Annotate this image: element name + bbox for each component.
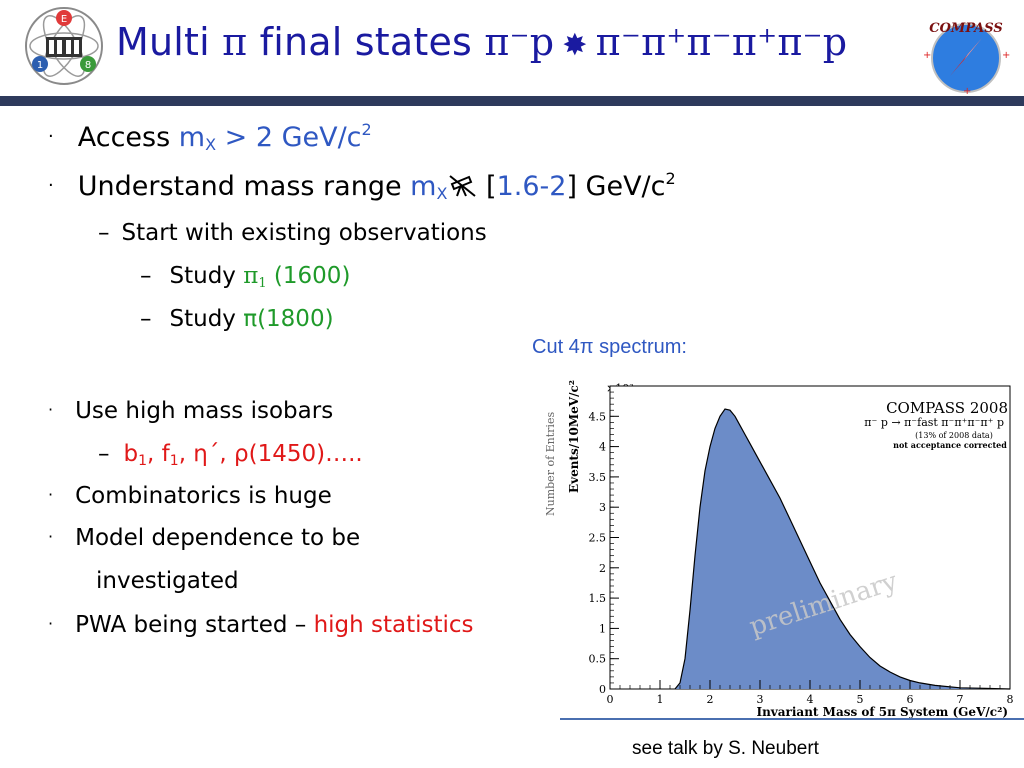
plot-area: 0 1 2 3 4 5 6 7 8 0 0.5 1 1.5 2 2.5 3 3.5 4 4.5 bbox=[589, 385, 1014, 706]
y-tick-label: 0 bbox=[599, 683, 606, 696]
x-tick-label: 2 bbox=[707, 693, 714, 706]
figure-divider bbox=[560, 718, 1024, 720]
bullet-access: · Access mX > 2 GeV/c2 bbox=[48, 120, 372, 154]
bullet-combinatorics: · Combinatorics is huge bbox=[48, 483, 332, 509]
chart-title: COMPASS 2008 bbox=[886, 399, 1008, 417]
chart-reaction: π⁻ p → π⁻fast π⁻π⁺π⁻π⁺ p bbox=[864, 416, 1004, 429]
x-tick-label: 6 bbox=[907, 693, 914, 706]
bullet-model-dependence-continued: investigated bbox=[96, 568, 239, 594]
logo-letter-1: 1 bbox=[37, 60, 43, 71]
y-tick-label: 0.5 bbox=[589, 653, 607, 666]
svg-text:+: + bbox=[1002, 50, 1010, 61]
x-tick-label: 1 bbox=[657, 693, 664, 706]
spectrum-fill bbox=[675, 409, 1010, 689]
x-tick-label: 7 bbox=[957, 693, 964, 706]
y-tick-label: 2.5 bbox=[589, 532, 607, 545]
x-tick-label: 8 bbox=[1007, 693, 1014, 706]
sub-bullet-study-pi1800: – Study π(1800) bbox=[140, 306, 334, 332]
spectrum-outline bbox=[674, 408, 1011, 690]
telescope-icon bbox=[449, 175, 477, 197]
header-divider bbox=[0, 96, 1024, 106]
title-final-state-2: π⁻π⁺π⁻π⁺π⁻p bbox=[595, 20, 848, 64]
bullet-high-mass-isobars: · Use high mass isobars bbox=[48, 398, 334, 424]
sub-bullet-isobar-list: – b1, f1, η´, ρ(1450)….. bbox=[98, 441, 363, 469]
compass-logo: + + + COMPASS bbox=[923, 21, 1010, 96]
x-axis-label: Invariant Mass of 5π System (GeV/c²) bbox=[756, 705, 1008, 719]
y-tick-label: 3.5 bbox=[589, 471, 607, 484]
x-tick-label: 3 bbox=[757, 693, 764, 706]
y-tick-label: 2 bbox=[599, 562, 606, 575]
logo-letter-8: 8 bbox=[85, 60, 91, 71]
mass-spectrum-chart: Number of Entries Events/10MeV/c² ×10³ 0… bbox=[544, 380, 1014, 719]
compass-logo-text: COMPASS bbox=[929, 21, 1002, 36]
sub-bullet-study-pi1: – Study π1 (1600) bbox=[140, 263, 351, 291]
y-tick-label: 1.5 bbox=[589, 592, 607, 605]
talk-reference: see talk by S. Neubert bbox=[632, 738, 819, 759]
y-tick-label: 1 bbox=[599, 622, 606, 635]
bullet-pwa: · PWA being started – high statistics bbox=[48, 612, 474, 638]
tum-logo: E 1 8 bbox=[25, 7, 103, 85]
y-axis-label: Events/10MeV/c² bbox=[567, 380, 581, 493]
y-axis-outer-label: Number of Entries bbox=[544, 412, 557, 516]
x-tick-label: 5 bbox=[857, 693, 864, 706]
sub-bullet-existing-observations: – Start with existing observations bbox=[98, 220, 487, 246]
y-tick-label: 3 bbox=[599, 501, 606, 514]
svg-text:+: + bbox=[923, 50, 931, 61]
chart-note-acceptance: not acceptance corrected bbox=[893, 440, 1007, 450]
bullet-mass-range: · Understand mass range mX [1.6-2] GeV/c2 bbox=[48, 169, 676, 203]
y-tick-label: 4.5 bbox=[589, 410, 607, 423]
y-tick-label: 4 bbox=[599, 441, 606, 454]
star-icon: ✸ bbox=[562, 28, 588, 63]
title-final-state-1: π⁻p bbox=[484, 20, 555, 64]
x-tick-label: 4 bbox=[807, 693, 814, 706]
x-tick-label: 0 bbox=[607, 693, 614, 706]
logo-letter-e: E bbox=[61, 14, 67, 25]
bullet-model-dependence: · Model dependence to be bbox=[48, 525, 361, 551]
chart-note-data-fraction: (13% of 2008 data) bbox=[915, 431, 993, 440]
slide-title: Multi π final states π⁻p ✸ π⁻π⁺π⁻π⁺π⁻p bbox=[116, 20, 848, 64]
figure-caption: Cut 4π spectrum: bbox=[532, 336, 687, 358]
svg-text:+: + bbox=[963, 86, 971, 96]
